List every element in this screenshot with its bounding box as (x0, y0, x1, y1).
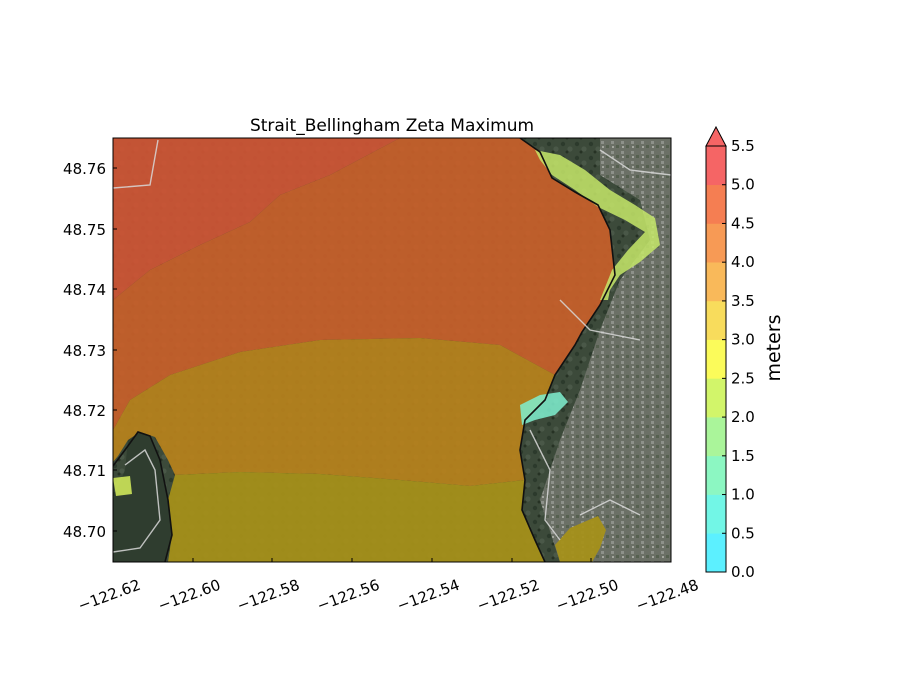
colorbar-tick-label: 1.0 (731, 486, 755, 504)
colorbar-tick-label: 3.0 (731, 331, 755, 349)
colorbar-swatch (706, 223, 726, 263)
colorbar-swatch (706, 378, 726, 418)
colorbar-tick-label: 2.5 (731, 369, 755, 387)
colorbar-label: meters (763, 314, 785, 381)
x-tick-label: −122.58 (235, 576, 302, 615)
x-tick-label: −122.56 (315, 576, 382, 615)
y-tick-label: 48.75 (63, 221, 106, 239)
x-axis: −122.62 −122.60 −122.58 −122.56 −122.54 … (76, 558, 701, 615)
zeta-zone-3.5-4.0 (113, 338, 555, 486)
y-tick-label: 48.73 (63, 342, 106, 360)
colorbar-tick-label: 0.0 (731, 563, 755, 581)
colorbar-tick-label: 3.5 (731, 292, 755, 310)
colorbar-tick-label: 2.0 (731, 408, 755, 426)
colorbar-tick-label: 4.5 (731, 214, 755, 232)
road-lines (113, 139, 671, 553)
inundation-fringe-northeast (535, 150, 660, 300)
colorbar-swatch (706, 455, 726, 495)
colorbar-swatch (706, 533, 726, 573)
coastline (519, 138, 616, 562)
colorbar-tick-label: 5.5 (731, 137, 755, 155)
inundation-fringe-east (520, 392, 568, 425)
colorbar-swatch (706, 494, 726, 534)
west-peninsula (113, 432, 172, 562)
colorbar-swatch (706, 300, 726, 340)
y-tick-label: 48.71 (63, 462, 106, 480)
zeta-zone-4.0-4.5 (113, 138, 615, 430)
colorbar: 0.0 0.5 1.0 1.5 2.0 2.5 3.0 3.5 4.0 4.5 5.0 5.5 met… (705, 125, 785, 581)
y-tick-label: 48.74 (63, 281, 106, 299)
y-tick-label: 48.72 (63, 402, 106, 420)
zeta-zone-3.0-3.5 (168, 472, 545, 562)
colorbar-tick-label: 1.5 (731, 447, 755, 465)
x-tick-label: −122.54 (395, 576, 462, 615)
map-plot-area (113, 138, 671, 562)
colorbar-tick-label: 5.0 (731, 176, 755, 194)
x-tick-label: −122.52 (475, 576, 542, 615)
colorbar-ticks: 0.0 0.5 1.0 1.5 2.0 2.5 3.0 3.5 4.0 4.5 5.0 5.5 (722, 137, 755, 581)
x-tick-label: −122.62 (76, 576, 143, 615)
coastline-peninsula (113, 431, 173, 562)
colorbar-tick-label: 0.5 (731, 524, 755, 542)
colorbar-frame (705, 145, 727, 573)
x-tick-label: −122.50 (554, 576, 621, 615)
colorbar-swatch (706, 146, 726, 186)
y-tick-label: 48.76 (63, 160, 106, 178)
inundation-fringe-west (113, 476, 132, 496)
colorbar-swatch (706, 417, 726, 457)
x-tick-label: −122.48 (634, 576, 701, 615)
urban-area-east (540, 138, 671, 562)
y-tick-label: 48.70 (63, 523, 106, 541)
colorbar-swatch (706, 339, 726, 379)
colorbar-tick-label: 4.0 (731, 253, 755, 271)
colorbar-swatch (706, 262, 726, 302)
x-tick-label: −122.60 (156, 576, 223, 615)
zeta-zone-above-4.5 (113, 138, 400, 300)
zeta-zone-bay-southeast (555, 516, 606, 562)
map-title: Strait_Bellingham Zeta Maximum (250, 116, 534, 136)
colorbar-swatches (706, 146, 726, 573)
colorbar-swatch (706, 184, 726, 224)
colorbar-extend-arrow (705, 125, 727, 147)
y-axis: 48.76 48.75 48.74 48.73 48.72 48.71 48.7… (63, 160, 117, 541)
